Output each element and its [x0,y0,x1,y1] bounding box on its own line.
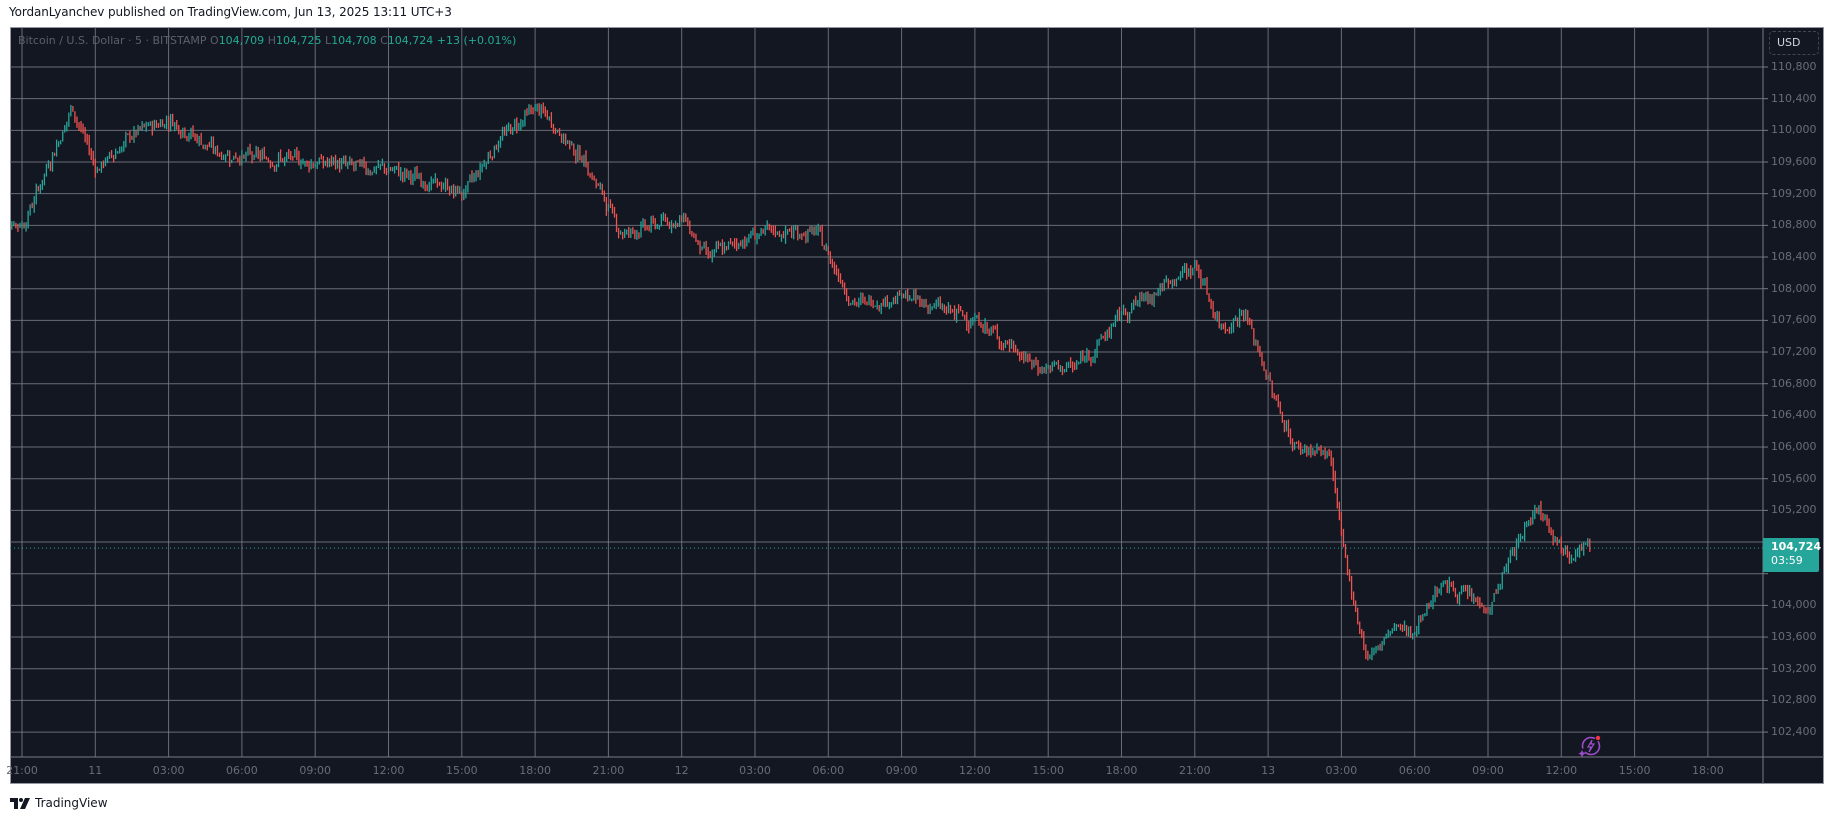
low-label: L [324,34,332,47]
time-tick-label: 21:00 [592,764,625,777]
time-tick-label: 15:00 [445,764,478,777]
price-tick-label: 110,800 [1771,60,1817,73]
boost-icon[interactable] [1576,733,1604,759]
publisher-line: YordanLyanchev published on TradingView.… [9,5,452,19]
price-tick-label: 105,200 [1771,503,1817,517]
price-tick-label: 106,400 [1771,408,1817,422]
time-tick-label: 21:00 [1178,764,1211,777]
footer-brand: TradingView [35,796,108,810]
high-value: 104,725 [275,34,322,47]
change-value: +13 (+0.01%) [436,34,517,47]
time-tick-label: 12:00 [372,764,405,777]
price-tick-label: 103,600 [1771,630,1817,644]
price-tick-label: 107,200 [1771,345,1817,359]
price-tick-label: 106,000 [1771,440,1817,454]
time-tick-label: 03:00 [1325,764,1358,777]
open-label: O [210,34,219,47]
price-tick-label: 109,600 [1771,155,1817,168]
price-tick-label: 103,200 [1771,661,1817,675]
time-tick-label: 03:00 [739,764,771,777]
time-tick-label: 11 [88,764,103,777]
time-tick-label: 06:00 [226,764,258,777]
time-tick-label: 12:00 [959,764,991,777]
symbol-name: Bitcoin / U.S. Dollar · 5 · BITSTAMP [18,34,207,47]
tradingview-logo-icon [10,797,30,809]
price-tick-label: 109,200 [1771,186,1817,200]
currency-button[interactable]: USD [1769,31,1819,55]
price-tick-label: 108,800 [1771,218,1817,232]
last-price: 104,724 [1771,540,1822,553]
time-tick-label: 09:00 [299,764,332,777]
candlestick-chart[interactable] [10,27,1824,784]
time-tick-label: 12 [674,764,689,777]
time-tick-label: 03:00 [152,764,185,777]
time-tick-label: 12:00 [1545,764,1578,777]
time-tick-label: 18:00 [519,764,551,777]
time-tick-label: 18:00 [1692,764,1724,777]
price-tick-label: 110,000 [1771,123,1817,137]
open-value: 104,709 [218,34,265,47]
footer-branding: TradingView [10,796,108,810]
time-tick-label: 18:00 [1105,764,1138,777]
time-tick-label: 06:00 [812,764,845,777]
last-price-tag: 104,724 03:59 [1763,538,1822,572]
price-tick-label: 106,800 [1771,376,1817,390]
price-tick-label: 104,000 [1771,598,1817,612]
time-tick-label: 13 [1261,764,1276,777]
price-tick-label: 107,600 [1771,313,1817,327]
price-tick-label: 108,400 [1771,250,1817,264]
time-tick-label: 15:00 [1032,764,1065,777]
price-tick-label: 110,400 [1771,91,1817,105]
close-value: 104,724 [387,34,434,47]
bar-countdown: 03:59 [1771,554,1803,567]
chart-frame [10,27,1824,784]
price-tick-label: 102,400 [1771,725,1817,739]
time-tick-label: 06:00 [1398,764,1431,777]
time-tick-label: 15:00 [1618,764,1651,777]
price-tick-label: 108,000 [1771,281,1817,295]
low-value: 104,708 [331,34,377,47]
time-tick-label: 09:00 [1472,764,1504,777]
close-label: C [380,34,388,47]
price-tick-label: 102,800 [1771,693,1817,707]
price-tick-label: 105,600 [1771,471,1817,485]
high-label: H [267,34,276,47]
symbol-legend: Bitcoin / U.S. Dollar · 5 · BITSTAMP O10… [18,34,516,47]
time-tick-label: 09:00 [885,764,918,777]
time-tick-label: 21:00 [6,764,38,777]
